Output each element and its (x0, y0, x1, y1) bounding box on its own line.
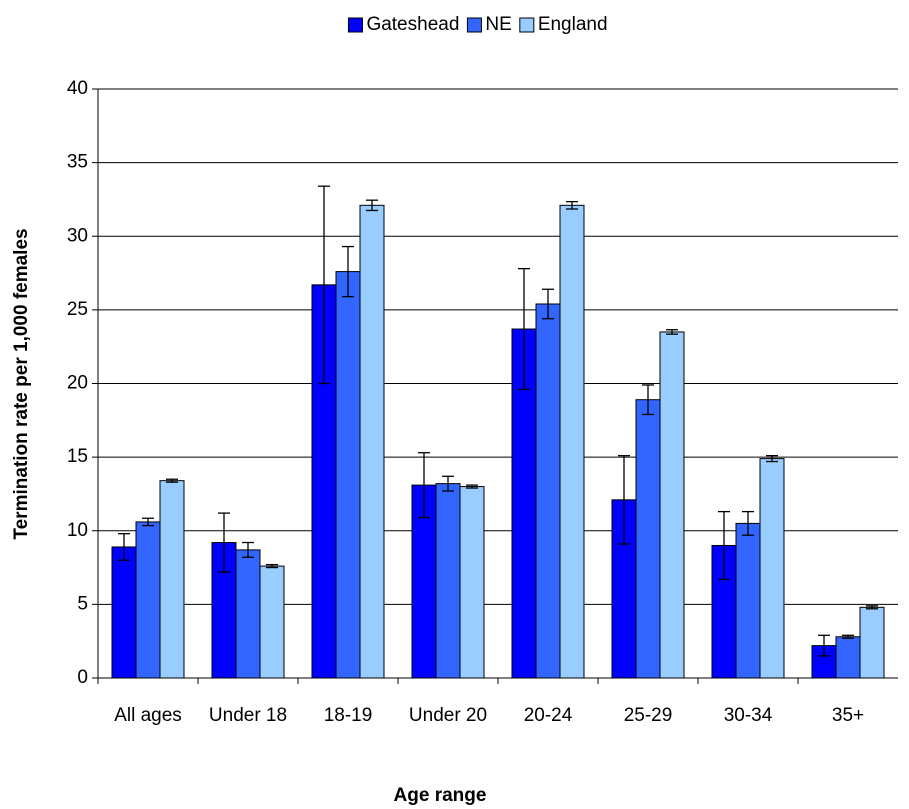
y-tick-label: 40 (67, 78, 88, 99)
error-bar (566, 200, 578, 210)
bar (359, 204, 385, 679)
error-bar (142, 517, 154, 527)
error-bar (666, 329, 678, 335)
error-bar (242, 541, 254, 558)
bar (335, 271, 361, 679)
error-bar (618, 455, 630, 545)
x-tick-label: 35+ (832, 705, 864, 726)
bar (259, 565, 285, 679)
bar (235, 549, 261, 679)
y-tick-label: 30 (67, 225, 88, 246)
x-tick-label: 20-24 (524, 705, 573, 726)
y-tick-label: 20 (67, 373, 88, 394)
x-tick-label: Under 18 (209, 705, 287, 726)
error-bar (818, 634, 830, 657)
bar (459, 486, 485, 679)
error-bar (118, 533, 130, 561)
error-bar (266, 563, 278, 569)
bar (635, 399, 661, 679)
error-bar (318, 185, 330, 385)
error-bar (218, 512, 230, 573)
error-bar (866, 605, 878, 610)
error-bar (742, 510, 754, 536)
bar (535, 303, 561, 679)
x-tick-label: 18-19 (324, 705, 373, 726)
y-tick-label: 5 (77, 593, 88, 614)
x-tick-label: 25-29 (624, 705, 673, 726)
x-tick-label: Under 20 (409, 705, 487, 726)
bar (659, 331, 685, 679)
error-bar (342, 245, 354, 298)
bar (559, 204, 585, 679)
error-bar (642, 384, 654, 416)
error-bar (518, 267, 530, 391)
legend-swatch (466, 17, 482, 33)
error-bar (766, 455, 778, 463)
bar (435, 483, 461, 679)
y-tick-label: 15 (67, 446, 88, 467)
error-bar (842, 634, 854, 639)
y-axis-title: Termination rate per 1,000 females (11, 228, 32, 539)
bar (835, 636, 861, 679)
legend-label: NE (485, 14, 511, 35)
y-tick-label: 35 (67, 152, 88, 173)
error-bar (442, 475, 454, 492)
legend-swatch (519, 17, 535, 33)
bar (159, 480, 185, 679)
error-bar (166, 478, 178, 483)
error-bar (466, 484, 478, 489)
error-bar (366, 199, 378, 212)
x-tick-label: 30-34 (724, 705, 773, 726)
y-tick-label: 10 (67, 520, 88, 541)
error-bar (718, 510, 730, 580)
y-tick-label: 0 (77, 667, 88, 688)
bar (111, 546, 137, 679)
error-bar (542, 288, 554, 320)
legend-label: England (538, 14, 608, 35)
x-axis-title: Age range (394, 785, 487, 806)
legend-label: Gateshead (366, 14, 459, 35)
bar (859, 606, 885, 679)
bar (135, 521, 161, 679)
legend-swatch (347, 17, 363, 33)
bar (735, 522, 761, 679)
x-tick-label: All ages (114, 705, 182, 726)
error-bar (418, 452, 430, 519)
bar (759, 458, 785, 679)
y-tick-label: 25 (67, 299, 88, 320)
